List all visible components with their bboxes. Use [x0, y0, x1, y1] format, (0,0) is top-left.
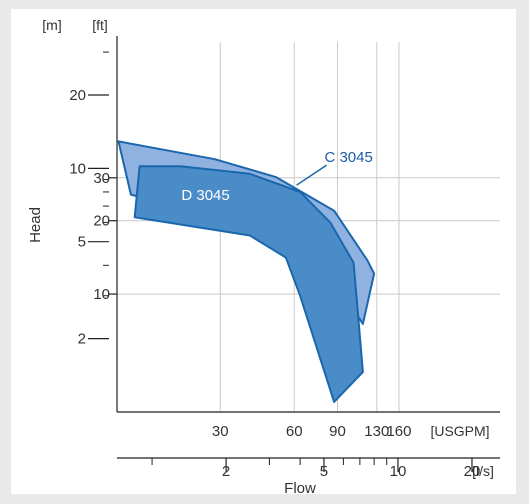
y-tick-label-m: 5: [78, 234, 86, 251]
x-axis-title: Flow: [284, 480, 316, 497]
x-tick-label-usgpm: 60: [286, 423, 303, 440]
label-d-3045: D 3045: [181, 187, 229, 204]
x-tick-label-usgpm: 30: [212, 423, 229, 440]
area-d-3045: [133, 165, 364, 403]
y-unit-m: [m]: [42, 17, 61, 33]
x-tick-label-ls: 10: [390, 463, 407, 480]
x-tick-label-ls: 20: [464, 463, 481, 480]
label-leader-c-3045: [296, 164, 328, 186]
x-unit-usgpm: [USGPM]: [430, 423, 489, 439]
x-unit-ls: [l/s]: [472, 463, 494, 479]
x-tick-label-ls: 5: [320, 463, 328, 480]
x-tick-label-usgpm: 90: [329, 423, 346, 440]
y-tick-label-m: 2: [78, 331, 86, 348]
y-tick-label-m: 20: [69, 87, 86, 104]
performance-areas: [117, 140, 376, 403]
x-tick-label-usgpm: 130: [364, 423, 389, 440]
chart-panel: [11, 9, 516, 494]
y-tick-label-ft: 10: [93, 286, 110, 303]
y-axis-title: Head: [27, 207, 44, 243]
label-c-3045: C 3045: [324, 149, 372, 166]
y-tick-label-ft: 20: [93, 213, 110, 230]
x-tick-label-ls: 2: [222, 463, 230, 480]
y-tick-label-ft: 30: [93, 170, 110, 187]
y-unit-ft: [ft]: [92, 17, 108, 33]
axes: [88, 36, 500, 472]
y-tick-label-m: 10: [69, 160, 86, 177]
x-tick-label-usgpm: 160: [386, 423, 411, 440]
